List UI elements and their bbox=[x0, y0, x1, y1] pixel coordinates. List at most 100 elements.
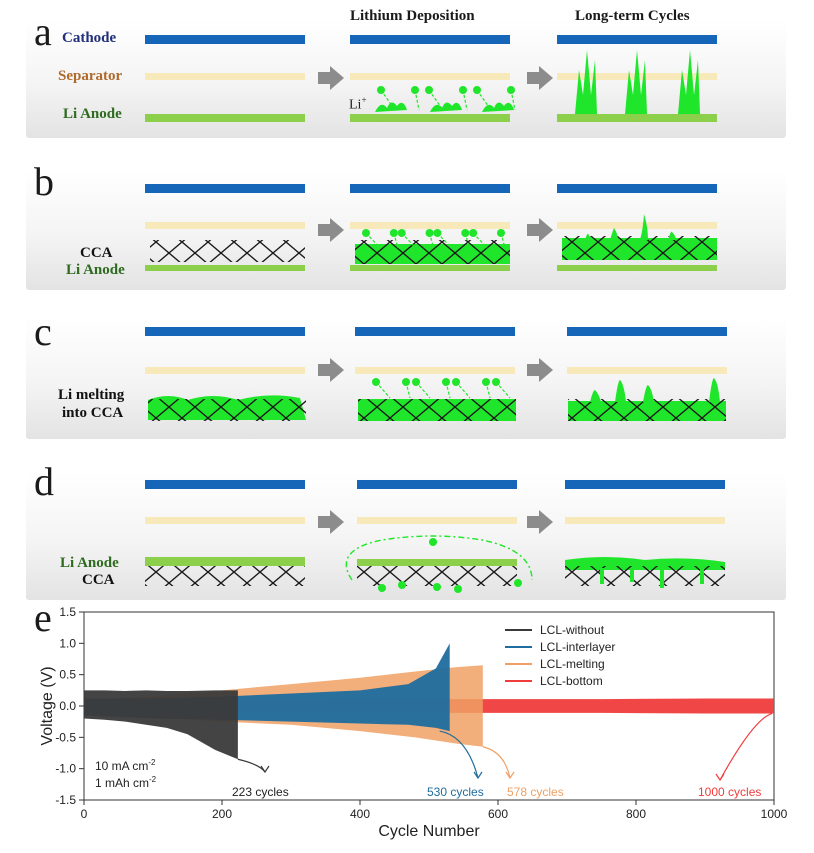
dendrite-c-4 bbox=[709, 378, 720, 402]
li-flux-a-ion-6 bbox=[507, 86, 515, 94]
dendrite-a-3 bbox=[678, 50, 700, 114]
li-flux-c-ion-2 bbox=[402, 378, 410, 386]
li-flux-c-path-1 bbox=[375, 381, 391, 399]
end-arrow-3 bbox=[482, 746, 511, 779]
panel-letter-c: c bbox=[34, 309, 52, 354]
separator-c-3 bbox=[567, 367, 727, 374]
label-li-anode-a: Li Anode bbox=[63, 106, 122, 122]
li-ion-d-4 bbox=[454, 585, 462, 593]
end-arrow-2 bbox=[439, 730, 479, 779]
x-tick-label-400: 400 bbox=[350, 807, 370, 821]
label-into-cca: into CCA bbox=[62, 405, 124, 421]
separator-b-1 bbox=[145, 222, 305, 229]
li-flux-c-path-7 bbox=[495, 381, 511, 399]
li-flux-a-ion-3 bbox=[425, 86, 433, 94]
li-flux-b-ion-4 bbox=[425, 229, 434, 237]
li-ion-d-1 bbox=[378, 584, 386, 592]
panel-letter-b: b bbox=[34, 159, 54, 204]
anode-b-3 bbox=[557, 265, 717, 271]
cca-grid-c-1 bbox=[148, 399, 306, 421]
cathode-c-3 bbox=[567, 327, 727, 336]
y-tick-label-4: 0.5 bbox=[59, 668, 76, 682]
dendrite-c-1 bbox=[590, 390, 601, 402]
li-mound-a-3 bbox=[482, 102, 514, 112]
separator-d-3 bbox=[565, 517, 725, 524]
li-ion-charge: + bbox=[361, 95, 367, 105]
li-flux-a-ion-5 bbox=[473, 86, 481, 94]
cathode-c-2 bbox=[355, 327, 515, 336]
li-flux-a-path-4 bbox=[462, 89, 468, 111]
li-flux-a-path-2 bbox=[414, 89, 420, 111]
separator-a-1 bbox=[145, 73, 305, 80]
anode-b-1 bbox=[145, 265, 305, 271]
li-flux-a-ion-1 bbox=[377, 86, 385, 94]
li-flux-c-ion-1 bbox=[372, 378, 380, 386]
panel-letter-a: a bbox=[34, 9, 52, 54]
condition-2: 1 mAh cm-2 bbox=[95, 775, 157, 790]
li-drip-d-3 bbox=[660, 568, 664, 588]
cca-grid-b-1 bbox=[150, 240, 305, 262]
x-tick-label-200: 200 bbox=[212, 807, 232, 821]
process-arrow-a-2 bbox=[527, 66, 553, 90]
label-li-anode-d: Li Anode bbox=[60, 555, 119, 571]
label-cca-d: CCA bbox=[82, 572, 115, 588]
x-tick-label-800: 800 bbox=[626, 807, 646, 821]
y-tick-label-2: -0.5 bbox=[55, 730, 76, 744]
end-label-2: 530 cycles bbox=[427, 785, 484, 799]
li-flux-b-ion-8 bbox=[497, 229, 505, 237]
cca-grid-c-2 bbox=[358, 399, 516, 421]
schematic-diagram bbox=[145, 35, 727, 593]
y-tick-label-6: 1.5 bbox=[59, 605, 76, 619]
legend-label-2: LCL-interlayer bbox=[540, 640, 615, 654]
cathode-b-2 bbox=[350, 184, 510, 193]
li-flux-c-ion-5 bbox=[452, 378, 460, 386]
end-arrow-4 bbox=[719, 712, 773, 781]
cathode-d-1 bbox=[145, 480, 305, 489]
label-li-anode-b: Li Anode bbox=[66, 262, 125, 278]
end-arrowhead-2 bbox=[473, 771, 483, 780]
process-arrow-d-1 bbox=[318, 510, 344, 534]
li-flux-b-ion-5 bbox=[433, 229, 442, 237]
li-flux-b-ion-3 bbox=[397, 229, 406, 237]
li-flux-b-path-5 bbox=[436, 232, 452, 249]
li-flux-c-path-3 bbox=[415, 381, 431, 399]
cathode-b-3 bbox=[557, 184, 717, 193]
y-axis-label: Voltage (V) bbox=[39, 666, 56, 745]
dendrite-b-3 bbox=[640, 214, 648, 240]
dendrite-a-1 bbox=[575, 50, 597, 114]
process-arrow-d-2 bbox=[527, 510, 553, 534]
li-flux-c-path-5 bbox=[455, 381, 471, 399]
li-flux-a-ion-4 bbox=[459, 86, 467, 94]
label-cca-b: CCA bbox=[80, 245, 113, 261]
cathode-b-1 bbox=[145, 184, 305, 193]
end-label-1: 223 cycles bbox=[232, 785, 289, 799]
li-migration-d bbox=[345, 535, 533, 581]
legend-label-1: LCL-without bbox=[540, 623, 605, 637]
cca-grid-d-3 bbox=[565, 566, 725, 586]
separator-d-2 bbox=[357, 517, 517, 524]
cathode-a-1 bbox=[145, 35, 305, 44]
separator-c-1 bbox=[145, 367, 305, 374]
label-li-melting: Li melting bbox=[58, 387, 125, 403]
column-title-deposition: Lithium Deposition bbox=[350, 8, 475, 24]
cca-grid-d-1 bbox=[145, 566, 305, 586]
end-label-3: 578 cycles bbox=[507, 785, 564, 799]
process-arrow-c-1 bbox=[318, 358, 344, 382]
separator-c-2 bbox=[355, 367, 515, 374]
cathode-c-1 bbox=[145, 327, 305, 336]
y-tick-label-1: -1.0 bbox=[55, 762, 76, 776]
x-tick-label-600: 600 bbox=[488, 807, 508, 821]
li-flux-b-ion-7 bbox=[469, 229, 478, 237]
cca-grid-c-3 bbox=[568, 399, 726, 421]
cathode-d-2 bbox=[357, 480, 517, 489]
li-flux-a-path-6 bbox=[510, 89, 516, 111]
process-arrow-b-1 bbox=[318, 218, 344, 242]
li-flux-b-path-7 bbox=[472, 232, 488, 249]
cathode-a-2 bbox=[350, 35, 510, 44]
cathode-a-3 bbox=[557, 35, 717, 44]
column-title-cycles: Long-term Cycles bbox=[575, 8, 690, 24]
dendrite-b-1 bbox=[585, 233, 593, 240]
separator-a-2 bbox=[350, 73, 510, 80]
legend-label-3: LCL-melting bbox=[540, 657, 605, 671]
process-arrow-a-1 bbox=[318, 66, 344, 90]
